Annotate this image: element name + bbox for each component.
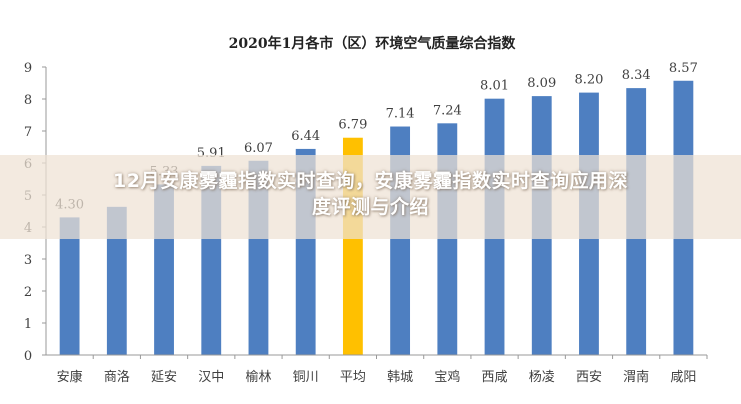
x-tick-label: 延安 [151,370,177,385]
bar [106,206,127,355]
data-label: 8.01 [480,79,509,94]
data-label: 6.07 [244,141,273,156]
data-label: 8.09 [527,76,556,91]
y-tick-label: 3 [24,253,32,268]
data-label: 8.20 [574,73,603,88]
x-tick-label: 杨凌 [529,370,555,385]
y-tick-label: 7 [24,125,32,140]
watermark-band [0,155,741,239]
x-tick-label: 西安 [576,370,602,385]
y-tick-label: 9 [24,61,32,76]
x-tick-label: 西咸 [482,370,508,385]
x-tick-label: 渭南 [623,369,649,385]
chart-title: 2020年1月各市（区）环境空气质量综合指数 [229,35,517,52]
y-tick-label: 2 [24,285,32,300]
y-tick-label: 0 [24,349,32,364]
x-tick-label: 榆林 [245,370,271,385]
overlay-caption-line-1: 12月安康雾霾指数实时查询，安康雾霾指数实时查询应用深 [113,170,628,192]
data-label: 8.34 [622,68,651,83]
x-tick-label: 商洛 [104,370,130,385]
x-tick-label: 韩城 [387,370,413,385]
x-tick-label: 宝鸡 [434,369,460,385]
data-label: 6.79 [338,118,367,133]
y-tick-label: 8 [24,93,32,108]
y-tick-label: 1 [24,317,32,332]
data-label: 7.24 [433,103,462,118]
x-tick-label: 咸阳 [670,370,696,385]
x-tick-label: 安康 [57,369,83,385]
overlay-caption: 12月安康雾霾指数实时查询，安康雾霾指数实时查询应用深 度评测与介绍 [0,168,741,220]
x-tick-label: 平均 [340,370,366,385]
x-tick-label: 铜川 [293,370,319,385]
data-label: 7.14 [386,107,415,122]
x-axis: 安康 商洛 延安 汉中 榆林 铜川 平均 韩城 宝鸡 西咸 杨凌 西安 渭南 咸阳 [46,354,708,385]
overlay-caption-line-2: 度评测与介绍 [311,196,429,218]
data-label: 6.44 [291,129,320,144]
bar [59,217,80,355]
data-label: 8.57 [669,61,698,76]
x-tick-label: 汉中 [198,370,224,385]
